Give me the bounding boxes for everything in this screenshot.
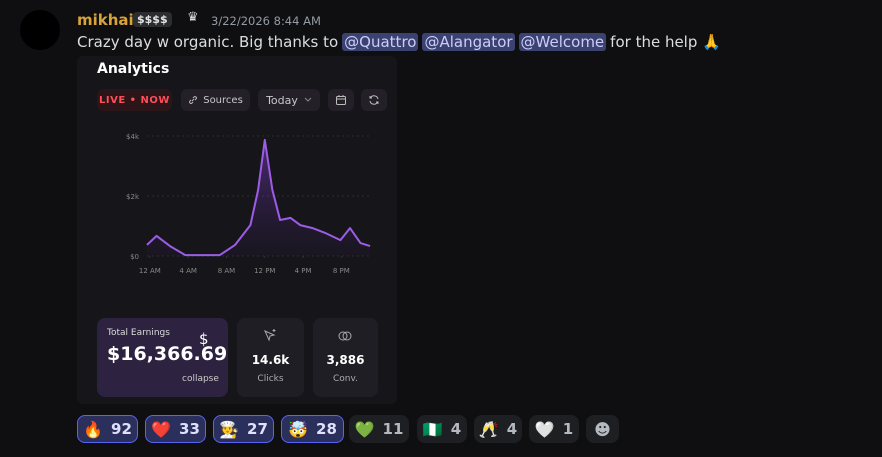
area [147,139,371,256]
value: 3,886 [326,353,365,367]
reaction-emoji: 🤍 [534,419,555,439]
sources-button[interactable]: Sources [181,89,250,111]
dollar-icon: $ [199,330,209,348]
reaction-count: 92 [111,420,132,438]
avatar[interactable] [20,10,60,50]
mention[interactable]: @Alangator [422,33,515,51]
x-tick-label: 4 PM [295,267,312,275]
reaction-emoji: 💚 [354,419,375,439]
label: Conv. [333,374,358,384]
live-badge: LIVE • NOW [97,89,172,111]
reaction[interactable]: 🧑‍🍳 27 [213,415,274,443]
x-tick-label: 8 AM [218,267,236,275]
value: $16,366.69 [107,343,228,365]
reaction-count: 1 [562,420,574,438]
reaction[interactable]: 🔥 92 [77,415,138,443]
calendar-icon [336,95,346,105]
text: Crazy day w organic. Big thanks to [77,33,339,51]
chevron [304,97,312,102]
link-icon [189,96,198,104]
collapse[interactable]: collapse [182,374,219,384]
label: Clicks [257,374,284,384]
refresh-icon [369,95,379,105]
reaction[interactable]: 🥂 4 [474,415,522,443]
timestamp: 3/22/2026 8:44 AM [211,14,321,28]
reaction-count: 28 [316,420,337,438]
reaction-count: 27 [247,420,268,438]
conv-icon [338,331,352,341]
x-tick-label: 12 PM [254,267,275,275]
reaction-emoji: 🇳🇬 [422,419,443,439]
conversions-card: 3,886 Conv. [313,318,378,397]
y-tick-label: $4k [126,133,140,141]
reaction[interactable]: ❤️ 33 [145,415,206,443]
badge[interactable]: $$$$ [133,12,172,27]
line [146,138,371,257]
label: Total Earnings [107,328,170,338]
author[interactable]: mikhail [77,11,139,29]
reaction-emoji: 🥂 [478,419,499,439]
reaction-emoji: 🤯 [288,419,309,439]
cursor-icon [264,329,276,342]
reaction-emoji: ❤️ [151,419,172,439]
reaction[interactable]: 🤍 1 [529,415,579,443]
reaction-count: 4 [506,420,518,438]
add-reaction[interactable]: ☻ [586,415,619,443]
label: Today [266,93,298,107]
x-tick-label: 12 AM [139,267,161,275]
value: 14.6k [251,353,290,367]
x-tick-label: 4 AM [179,267,197,275]
earnings-card[interactable]: Total Earnings $16,366.69 $ collapse [97,318,228,397]
label: Sources [203,94,243,106]
range-select[interactable]: Today [258,89,320,111]
x-tick-label: 8 PM [333,267,350,275]
reaction-emoji: 🧑‍🍳 [219,419,240,439]
mention[interactable]: @Quattro [342,33,419,51]
card-title: Analytics [97,61,170,77]
clicks-card: 14.6k Clicks [237,318,304,397]
mention[interactable]: @Welcome [518,33,607,51]
reaction-count: 11 [382,420,404,438]
reaction[interactable]: 💚 11 [349,415,409,443]
reaction[interactable]: 🇳🇬 4 [417,415,467,443]
reaction-count: 33 [179,420,200,438]
crown-icon: ♛ [187,10,199,25]
calendar-button[interactable] [328,89,354,111]
reaction-emoji: 🔥 [83,419,104,439]
reaction-count: 4 [450,420,462,438]
y-tick-label: $2k [126,193,140,201]
chart: $0 $2k $4k 12 AM 4 AM 8 AM 12 PM 4 PM 8 PM [126,133,372,275]
text: for the help 🙏 [610,33,721,51]
message-text: Crazy day w organic. Big thanks to @Quatt… [77,33,721,51]
y-tick-label: $0 [130,253,139,261]
reaction[interactable]: 🤯 28 [281,415,344,443]
refresh-button[interactable] [361,89,387,111]
